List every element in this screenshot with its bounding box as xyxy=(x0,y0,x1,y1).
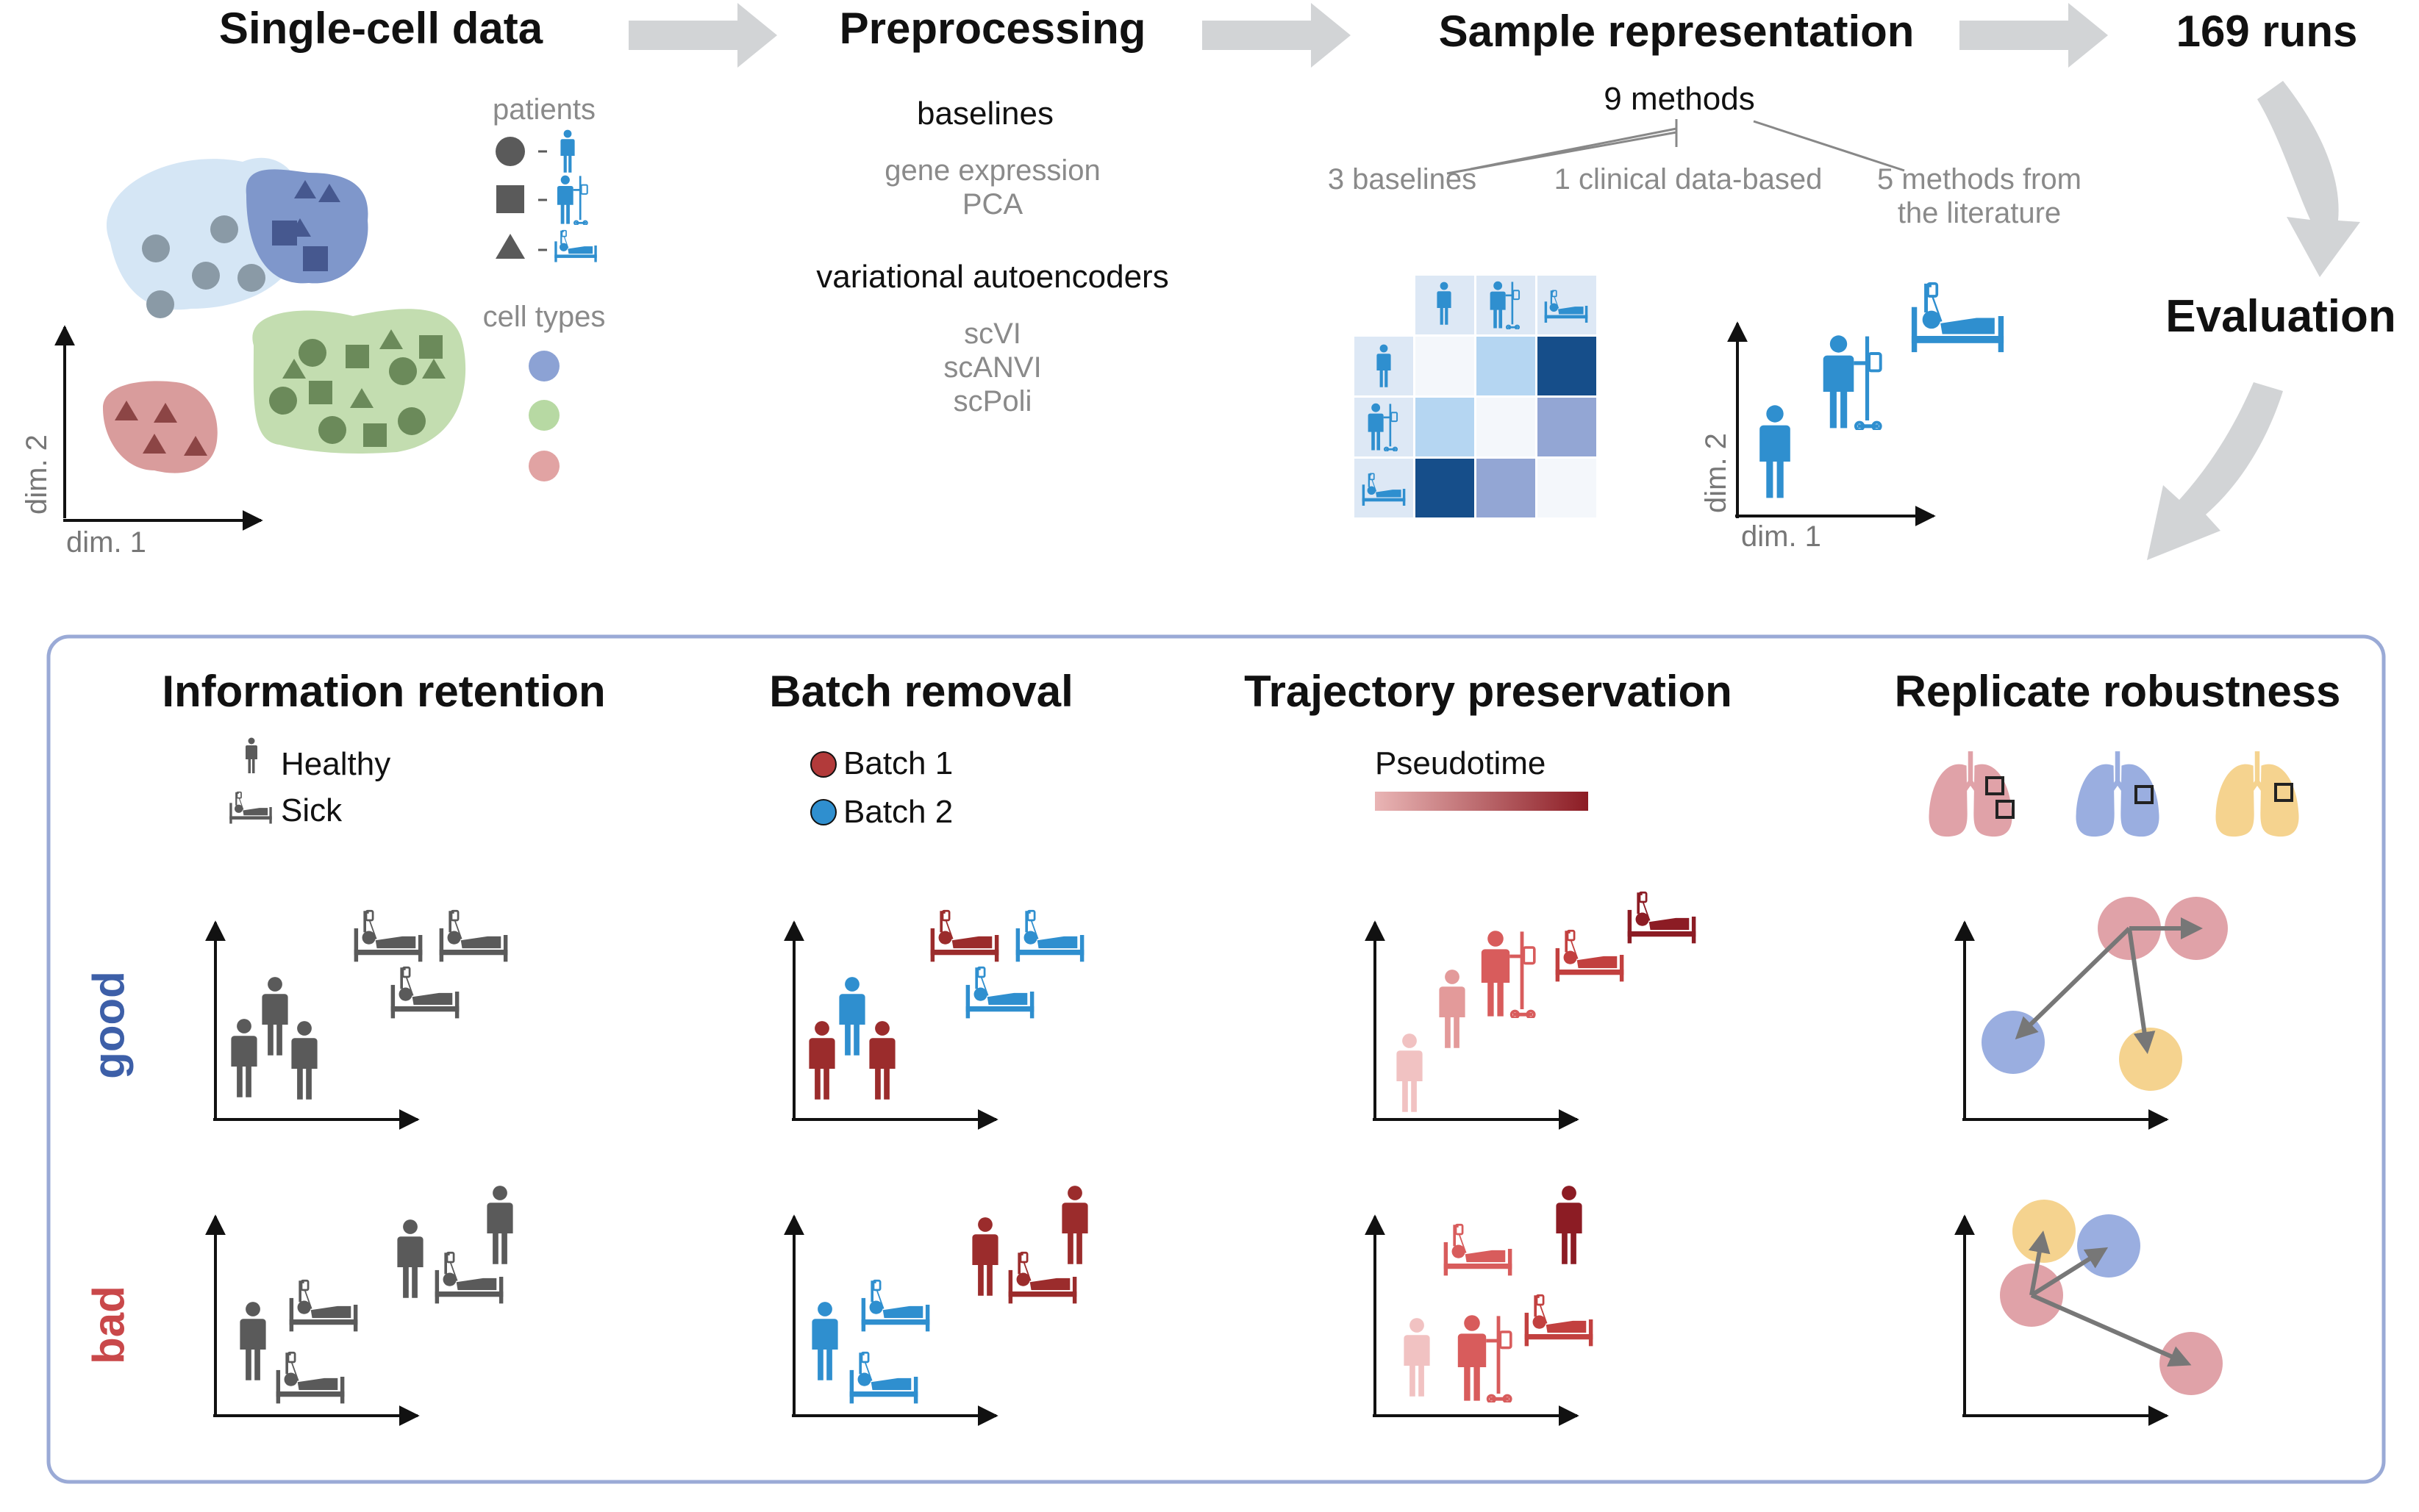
evaluation-frame xyxy=(46,634,2386,1484)
cell-types-label: cell types xyxy=(482,301,606,333)
row-label-good: good xyxy=(84,971,134,1079)
arrow-1 xyxy=(629,3,777,68)
legend-batch-2: Batch 2 xyxy=(843,794,954,830)
distance-matrix xyxy=(1354,276,1596,517)
branch-clinical: 1 clinical data-based xyxy=(1554,163,1823,196)
representation-xlabel: dim. 1 xyxy=(1741,520,1821,553)
branch-baselines: 3 baselines xyxy=(1327,163,1477,196)
step-representation-title: Sample representation xyxy=(1438,7,1915,56)
branch-literature: 5 methods from the literature xyxy=(1877,163,2082,229)
single-cell-ylabel: dim. 2 xyxy=(21,434,53,515)
eval-axes xyxy=(205,920,2169,1426)
panel-title-information-retention: Information retention xyxy=(162,667,606,716)
arrow-5 xyxy=(2147,382,2283,560)
arrow-4 xyxy=(2257,81,2360,277)
traj-bad xyxy=(1404,1186,1595,1402)
vae-heading: variational autoencoders xyxy=(816,259,1169,295)
baseline-item-pca: PCA xyxy=(962,188,1023,221)
vae-item-scvi: scVI xyxy=(964,318,1021,350)
single-cell-xlabel: dim. 1 xyxy=(66,526,146,559)
vae-item-scanvi: scANVI xyxy=(943,351,1042,384)
row-label-bad: bad xyxy=(84,1286,134,1364)
info-good xyxy=(231,909,510,1100)
methods-count: 9 methods xyxy=(1604,81,1755,117)
step-preprocessing-title: Preprocessing xyxy=(839,4,1146,53)
repl-bad xyxy=(2000,1200,2223,1395)
baselines-heading: baselines xyxy=(917,96,1054,132)
pipeline-arrows xyxy=(629,3,2360,560)
step-evaluation-title: Evaluation xyxy=(2165,291,2396,342)
panel-title-replicate-robustness: Replicate robustness xyxy=(1894,667,2341,716)
single-cell-panel xyxy=(54,129,598,531)
patients-label: patients xyxy=(492,93,596,126)
panel-title-trajectory-preservation: Trajectory preservation xyxy=(1244,667,1732,716)
legend-pseudotime: Pseudotime xyxy=(1375,745,1546,781)
legend-healthy: Healthy xyxy=(281,746,391,782)
batch-good xyxy=(809,909,1086,1100)
vae-item-scpoli: scPoli xyxy=(953,385,1032,418)
legend-sick: Sick xyxy=(281,792,343,828)
step-single-cell-title: Single-cell data xyxy=(218,4,543,53)
step-runs-title: 169 runs xyxy=(2176,7,2358,56)
baseline-item-gene-expression: gene expression xyxy=(885,154,1101,187)
arrow-2 xyxy=(1202,3,1351,68)
batch-bad xyxy=(812,1186,1088,1404)
arrow-3 xyxy=(1959,3,2108,68)
panel-title-batch-removal: Batch removal xyxy=(769,667,1073,716)
legend-batch-1: Batch 1 xyxy=(843,745,954,781)
representation-panel xyxy=(1354,119,2004,526)
traj-good xyxy=(1396,891,1698,1112)
info-bad xyxy=(240,1186,513,1404)
representation-ylabel: dim. 2 xyxy=(1700,433,1732,513)
eval-legends xyxy=(229,737,2298,837)
repl-good xyxy=(1982,897,2228,1091)
